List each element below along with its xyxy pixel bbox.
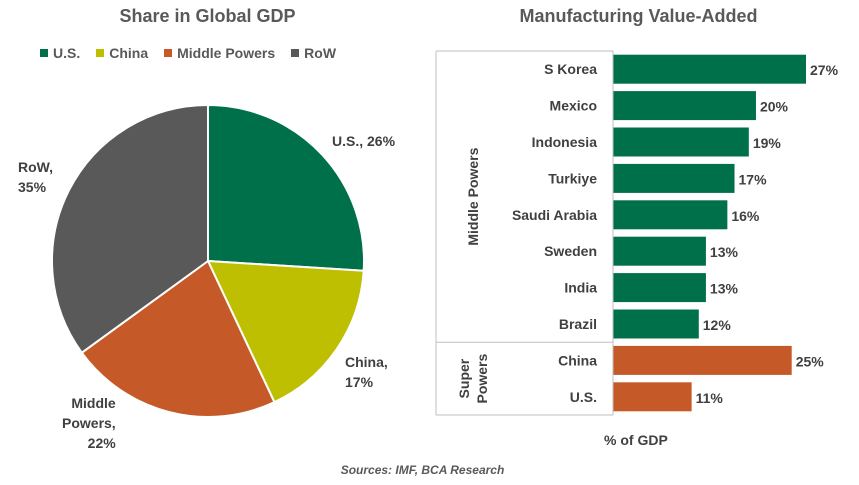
pie-label-line: China, xyxy=(345,354,388,370)
legend-label-row: RoW xyxy=(304,45,337,61)
bar-india xyxy=(613,273,706,303)
bar-chart: S Korea 27% Mexico 20% Indonesia 19% Turkiye 17… xyxy=(435,50,839,416)
pie-chart-title: Share in Global GDP xyxy=(119,6,296,26)
value-label: 11% xyxy=(696,390,724,406)
pie-label-line: 22% xyxy=(87,435,116,451)
source-note: Sources: IMF, BCA Research xyxy=(340,463,505,477)
x-axis-label: % of GDP xyxy=(604,432,668,448)
bar-turkiye xyxy=(613,163,735,193)
pie-label-row: RoW, 35% xyxy=(18,157,53,197)
bar-chart-title: Manufacturing Value-Added xyxy=(519,6,758,26)
pie-label-line: RoW, xyxy=(18,159,53,175)
pie-legend: U.S. China Middle Powers RoW xyxy=(40,45,336,61)
value-label: 19% xyxy=(753,135,782,151)
pie-label-us: U.S., 26% xyxy=(332,131,395,151)
category-label: Saudi Arabia xyxy=(512,207,597,223)
pie-slice-middle-powers xyxy=(80,259,276,418)
bar-saudi-arabia xyxy=(613,200,728,230)
pie-chart xyxy=(51,103,365,418)
pie-slice-u-s xyxy=(207,103,365,272)
category-label: Brazil xyxy=(559,316,597,332)
legend-item-us: U.S. xyxy=(40,45,80,61)
value-label: 12% xyxy=(703,317,732,333)
category-label: Turkiye xyxy=(548,170,597,186)
value-label: 13% xyxy=(710,281,739,297)
category-label: S Korea xyxy=(544,61,597,77)
value-label: 20% xyxy=(760,99,789,115)
legend-swatch-middle-powers xyxy=(164,49,173,57)
group-label: Super xyxy=(456,358,472,398)
pie-label-line: 17% xyxy=(345,374,374,390)
legend-swatch-china xyxy=(96,49,105,57)
category-label: Sweden xyxy=(544,243,597,259)
group-label: Middle Powers xyxy=(465,147,481,245)
pie-label-line: Powers, xyxy=(62,415,116,431)
value-label: 25% xyxy=(796,353,825,369)
pie-label-middle-powers: Middle Powers, 22% xyxy=(62,393,116,453)
bar-u-s- xyxy=(613,382,692,412)
bar-brazil xyxy=(613,309,699,339)
pie-slice-row xyxy=(51,103,209,355)
legend-label-china: China xyxy=(109,45,149,61)
pie-label-line: U.S., 26% xyxy=(332,133,396,149)
pie-label-line: 35% xyxy=(18,179,47,195)
value-label: 13% xyxy=(710,244,739,260)
value-label: 27% xyxy=(810,62,839,78)
legend-item-china: China xyxy=(96,45,148,61)
bar-indonesia xyxy=(613,127,749,157)
category-label: Mexico xyxy=(550,98,597,114)
bar-s-korea xyxy=(613,54,806,84)
category-label: China xyxy=(558,352,597,368)
value-label: 17% xyxy=(739,171,768,187)
legend-label-us: U.S. xyxy=(53,45,81,61)
legend-swatch-us xyxy=(40,49,48,57)
legend-item-middle-powers: Middle Powers xyxy=(164,45,275,61)
pie-label-line: Middle xyxy=(71,395,116,411)
bar-mexico xyxy=(613,91,756,121)
category-label: India xyxy=(564,280,597,296)
bar-sweden xyxy=(613,236,706,266)
legend-swatch-row xyxy=(291,49,300,57)
legend-item-row: RoW xyxy=(291,45,336,61)
pie-label-china: China, 17% xyxy=(345,352,388,392)
value-label: 16% xyxy=(731,208,760,224)
pie-slice-china xyxy=(206,259,365,404)
category-label: Indonesia xyxy=(532,134,598,150)
category-label: U.S. xyxy=(570,389,597,405)
legend-label-middle-powers: Middle Powers xyxy=(177,45,276,61)
group-label: Powers xyxy=(474,353,490,403)
bar-china xyxy=(613,345,792,375)
